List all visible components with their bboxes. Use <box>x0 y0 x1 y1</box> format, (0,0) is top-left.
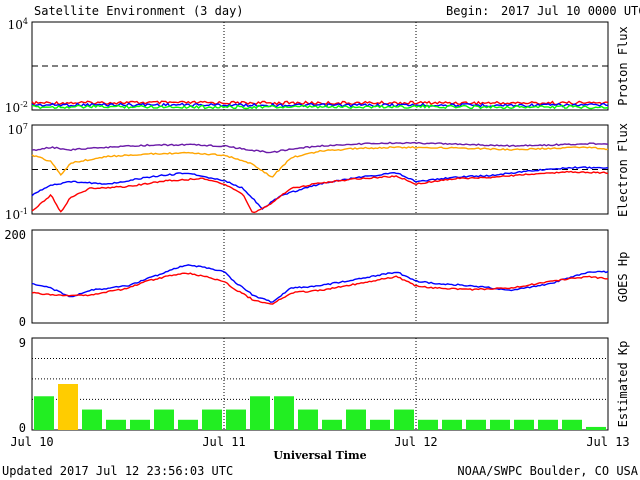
xtick-label-jul-12: Jul 12 <box>394 435 437 449</box>
kp-bar <box>274 396 294 430</box>
proton-series-blue <box>31 102 609 108</box>
goes_hp-series-red <box>31 272 609 305</box>
kp-bar <box>178 419 198 430</box>
updated-timestamp: Updated 2017 Jul 12 23:56:03 UTC <box>2 464 233 478</box>
kp-bar <box>298 409 318 430</box>
plot-title: Satellite Environment (3 day) <box>34 4 244 18</box>
kp-bar <box>370 419 390 430</box>
kp-bar <box>130 419 150 430</box>
kp-bar <box>250 396 270 430</box>
kp-bar <box>322 419 342 430</box>
electron-series-purple <box>31 141 609 154</box>
kp-bar <box>490 419 510 430</box>
goes-hp-panel-frame <box>31 229 609 324</box>
electron-series-orange <box>31 145 609 178</box>
day-gridlines <box>32 22 608 430</box>
proton-series-red <box>31 100 609 106</box>
kp-bar <box>562 419 582 430</box>
xtick-label-jul-10: Jul 10 <box>10 435 53 449</box>
kp-ylabel: Estimated Kp <box>616 341 630 428</box>
electron-series-blue <box>31 166 609 210</box>
kp-bar <box>586 426 606 430</box>
kp-ytick-bottom: 0 <box>19 421 26 435</box>
kp-bar <box>514 419 534 430</box>
electron-ytick-bottom: 10-1 <box>5 207 28 222</box>
kp-bar <box>106 419 126 430</box>
hp-ytick-bottom: 0 <box>19 315 26 329</box>
proton-ylabel: Proton Flux <box>616 26 630 105</box>
proton-ytick-bottom: 10-2 <box>5 100 28 115</box>
kp-bar <box>82 409 102 430</box>
electron-ylabel: Electron Flux <box>616 123 630 217</box>
begin-value: 2017 Jul 10 0000 UTC <box>501 4 640 18</box>
kp-bar <box>34 396 54 430</box>
electron-series-red <box>31 170 609 214</box>
x-axis-title: Universal Time <box>273 449 366 462</box>
kp-bar <box>442 419 462 430</box>
electron-ytick-top: 107 <box>8 122 28 137</box>
hp-ylabel: GOES Hp <box>616 252 630 303</box>
hp-ytick-top: 200 <box>4 228 26 242</box>
goes_hp-series-blue <box>31 264 609 303</box>
data-layer <box>31 65 609 430</box>
proton-panel-frame <box>31 21 609 111</box>
proton-ytick-top: 104 <box>8 17 28 32</box>
kp-bar <box>418 419 438 430</box>
credit-text: NOAA/SWPC Boulder, CO USA <box>457 464 638 478</box>
kp-bar <box>202 409 222 430</box>
electron-panel-frame <box>31 124 609 215</box>
kp-bar <box>466 419 486 430</box>
kp-ytick-top: 9 <box>19 336 26 350</box>
kp-bar <box>394 409 414 430</box>
kp-bar <box>346 409 366 430</box>
kp-bar <box>538 419 558 430</box>
kp-bar <box>58 384 78 430</box>
kp-bar <box>154 409 174 430</box>
xtick-label-jul-13: Jul 13 <box>586 435 629 449</box>
proton-series-green <box>31 104 609 110</box>
xtick-label-jul-11: Jul 11 <box>202 435 245 449</box>
kp-bar <box>226 409 246 430</box>
begin-label: Begin: <box>446 4 489 18</box>
kp-panel-frame <box>31 337 609 431</box>
